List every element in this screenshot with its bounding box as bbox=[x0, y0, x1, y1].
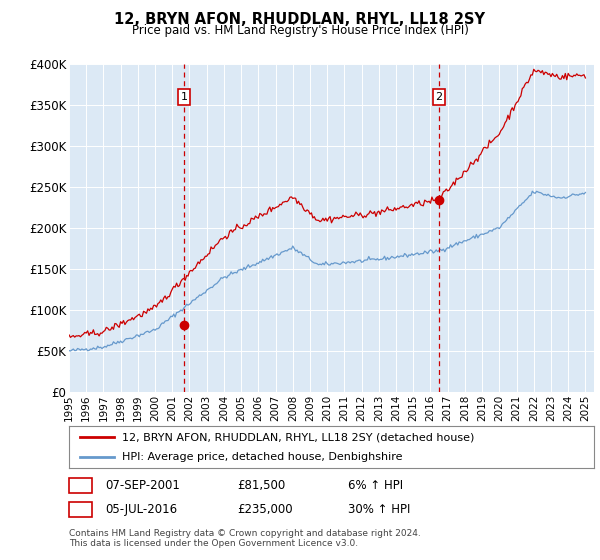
Text: 30% ↑ HPI: 30% ↑ HPI bbox=[348, 503, 410, 516]
Text: HPI: Average price, detached house, Denbighshire: HPI: Average price, detached house, Denb… bbox=[121, 452, 402, 462]
Text: 1: 1 bbox=[181, 92, 187, 102]
Text: 05-JUL-2016: 05-JUL-2016 bbox=[105, 503, 177, 516]
Text: 07-SEP-2001: 07-SEP-2001 bbox=[105, 479, 180, 492]
Text: £235,000: £235,000 bbox=[237, 503, 293, 516]
Text: 2: 2 bbox=[77, 503, 84, 516]
Text: Price paid vs. HM Land Registry's House Price Index (HPI): Price paid vs. HM Land Registry's House … bbox=[131, 24, 469, 36]
Text: £81,500: £81,500 bbox=[237, 479, 285, 492]
Text: 1: 1 bbox=[77, 479, 84, 492]
Text: 12, BRYN AFON, RHUDDLAN, RHYL, LL18 2SY (detached house): 12, BRYN AFON, RHUDDLAN, RHYL, LL18 2SY … bbox=[121, 432, 474, 442]
Text: This data is licensed under the Open Government Licence v3.0.: This data is licensed under the Open Gov… bbox=[69, 539, 358, 548]
Text: 12, BRYN AFON, RHUDDLAN, RHYL, LL18 2SY: 12, BRYN AFON, RHUDDLAN, RHYL, LL18 2SY bbox=[115, 12, 485, 27]
Text: 2: 2 bbox=[436, 92, 443, 102]
Text: Contains HM Land Registry data © Crown copyright and database right 2024.: Contains HM Land Registry data © Crown c… bbox=[69, 529, 421, 538]
Text: 6% ↑ HPI: 6% ↑ HPI bbox=[348, 479, 403, 492]
